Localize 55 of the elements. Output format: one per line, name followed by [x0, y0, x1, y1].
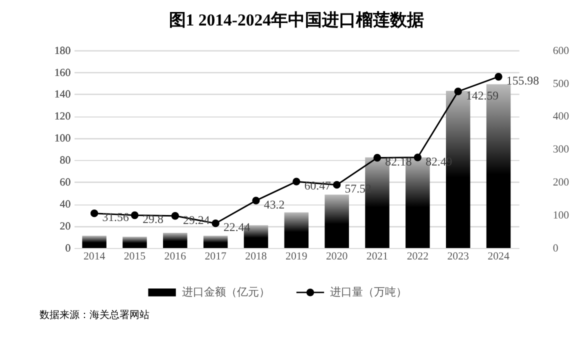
y-tick-label: 60	[60, 176, 72, 189]
point	[130, 211, 139, 220]
data-label: 155.98	[506, 74, 540, 88]
point	[333, 181, 341, 189]
y-tick-label: 80	[60, 154, 72, 167]
y-tick-label: 160	[54, 66, 72, 79]
bar	[122, 236, 147, 248]
data-label: 142.59	[466, 88, 499, 102]
point	[494, 72, 502, 81]
x-tick-label: 2017	[204, 250, 228, 262]
point	[373, 154, 382, 162]
point	[252, 196, 260, 204]
legend-label: 进口量（万吨）	[330, 285, 408, 298]
x-tick-label: 2022	[406, 250, 429, 262]
data-label: 82.18	[385, 154, 412, 169]
y-tick-label: 20	[60, 220, 72, 232]
y2-tick-label: 100	[552, 210, 570, 222]
y2-tick-label: 600	[552, 44, 570, 57]
y2-tick-label: 400	[552, 110, 570, 123]
bar	[284, 212, 309, 248]
point	[454, 88, 462, 96]
y2-tick-label: 500	[552, 78, 570, 90]
y-tick-label: 140	[54, 88, 72, 101]
data-label: 22.44	[223, 220, 250, 234]
x-tick-label: 2021	[366, 250, 388, 262]
y-tick-label: 120	[54, 110, 72, 123]
y-tick-label: 0	[65, 242, 72, 254]
bar	[82, 236, 106, 248]
x-tick-label: 2014	[83, 250, 106, 262]
x-tick-label: 2023	[447, 250, 469, 262]
x-tick-label: 2016	[164, 250, 187, 262]
bar	[324, 194, 349, 248]
y-tick-label: 100	[54, 132, 72, 145]
x-tick-label: 2019	[286, 250, 308, 262]
data-label: 43.2	[264, 197, 285, 212]
x-tick-label: 2015	[124, 250, 146, 262]
point	[171, 212, 179, 220]
y-tick-label: 180	[54, 44, 72, 57]
y2-tick-label: 300	[552, 144, 570, 156]
source-note: 数据来源：海关总署网站	[40, 309, 150, 322]
y-tick-label: 40	[60, 198, 72, 211]
point	[90, 210, 98, 218]
point	[212, 220, 220, 228]
x-tick-label: 2018	[245, 250, 268, 262]
bar	[203, 236, 228, 248]
point	[414, 154, 422, 162]
chart-title: 图1 2014-2024年中国进口榴莲数据	[168, 10, 424, 30]
legend-label: 进口金额（亿元）	[182, 285, 270, 298]
point	[292, 178, 300, 186]
y2-tick-label: 200	[552, 176, 570, 189]
x-tick-label: 2024	[488, 250, 510, 262]
y2-tick-label: 0	[552, 242, 559, 254]
bar	[163, 232, 188, 248]
x-tick-label: 2020	[326, 250, 348, 262]
data-label: 29.8	[142, 212, 164, 226]
